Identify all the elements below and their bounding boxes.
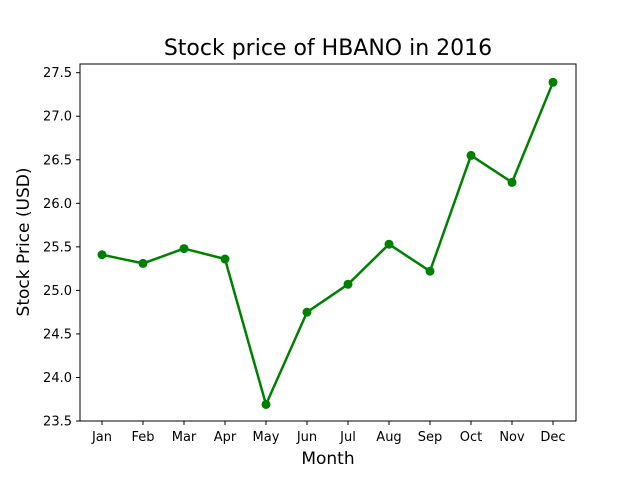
x-tick-label: Feb <box>131 430 154 445</box>
y-tick-label: 23.5 <box>43 415 72 430</box>
y-tick-label: 24.0 <box>43 371 72 386</box>
data-point-aug <box>384 239 394 249</box>
chart-title: Stock price of HBANO in 2016 <box>164 36 492 61</box>
data-point-may <box>261 399 271 409</box>
x-tick-label: Sep <box>418 430 443 445</box>
x-axis: Jan Feb Mar Apr May Jun Jul Aug Sep Oct Nov Dec <box>91 421 566 445</box>
x-tick-label: Jul <box>339 430 356 445</box>
data-point-nov <box>507 177 517 187</box>
data-point-sep <box>425 266 435 276</box>
y-axis: 23.5 24.0 24.5 25.0 25.5 26.0 26.5 27.0 27.5 <box>43 66 80 430</box>
data-point-jan <box>97 250 107 260</box>
x-tick-label: May <box>253 430 280 445</box>
y-tick-label: 25.5 <box>43 240 72 255</box>
data-point-feb <box>138 258 148 268</box>
y-tick-label: 27.0 <box>43 110 72 125</box>
data-point-jun <box>302 307 312 317</box>
data-point-oct <box>466 150 476 160</box>
x-tick-label: Apr <box>214 430 237 445</box>
data-point-jul <box>343 279 353 289</box>
y-axis-label: Stock Price (USD) <box>14 168 34 317</box>
x-axis-label: Month <box>301 449 354 469</box>
y-tick-label: 26.0 <box>43 197 72 212</box>
x-tick-label: Dec <box>540 430 565 445</box>
data-point-apr <box>220 254 230 264</box>
x-tick-label: Aug <box>376 430 401 445</box>
x-tick-label: Oct <box>460 430 482 445</box>
x-tick-label: Jan <box>91 430 112 445</box>
plot-area-frame <box>79 63 577 422</box>
series-line <box>101 81 555 406</box>
y-tick-label: 27.5 <box>43 66 72 81</box>
y-tick-label: 26.5 <box>43 153 72 168</box>
data-point-mar <box>179 244 189 254</box>
x-tick-label: Mar <box>172 430 197 445</box>
y-tick-label: 24.5 <box>43 327 72 342</box>
x-tick-label: Jun <box>296 430 317 445</box>
data-point-dec <box>548 77 558 87</box>
series-layer <box>97 77 558 409</box>
x-tick-label: Nov <box>499 430 525 445</box>
y-tick-label: 25.0 <box>43 284 72 299</box>
